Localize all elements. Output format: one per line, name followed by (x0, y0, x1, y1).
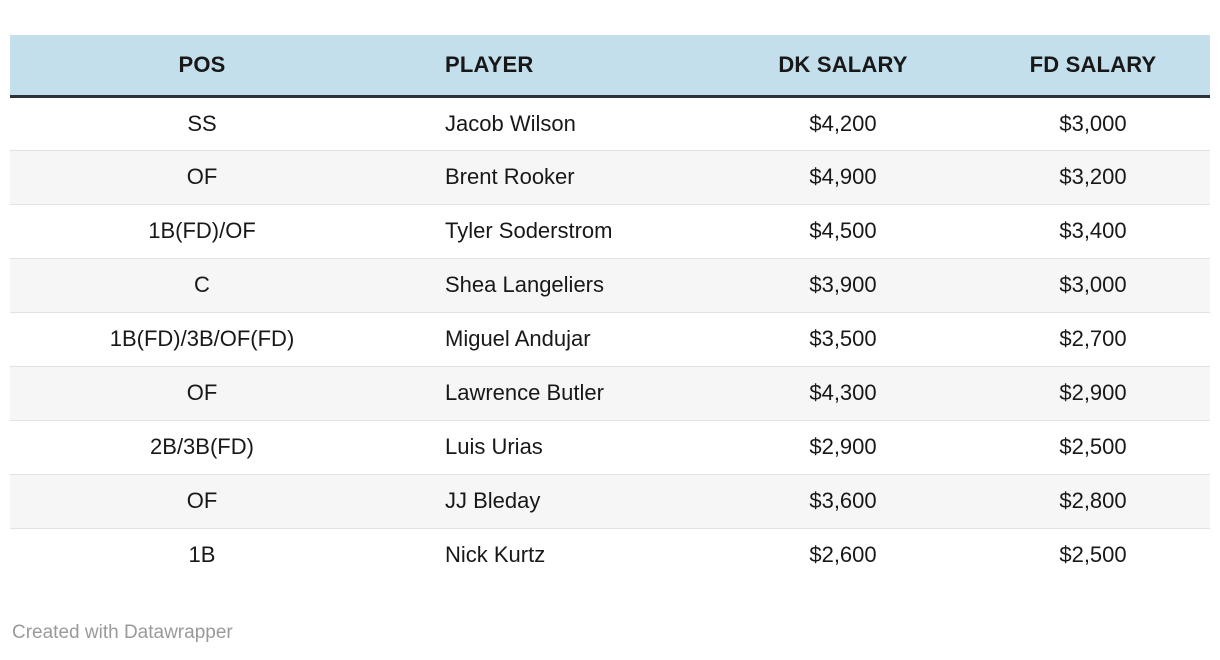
salary-table: POS PLAYER DK SALARY FD SALARY SS Jacob W… (10, 35, 1210, 582)
table-body: SS Jacob Wilson $4,200 $3,000 OF Brent Rooker… (10, 96, 1210, 582)
cell-dk_salary: $4,300 (710, 365, 976, 420)
cell-fd_salary: $2,900 (976, 365, 1210, 420)
cell-pos: 2B/3B(FD) (10, 419, 394, 474)
cell-fd_salary: $3,000 (1059, 110, 1127, 136)
cell-pos: C (10, 257, 394, 312)
cell-fd_salary: $2,500 (976, 419, 1210, 474)
table-row: OF Brent Rooker $4,900 $3,200 (10, 149, 1210, 204)
cell-player: Nick Kurtz (394, 527, 710, 582)
cell-player: Jacob Wilson (445, 110, 576, 136)
column-header-dk-salary: DK SALARY (710, 35, 976, 98)
cell-player: Shea Langeliers (394, 257, 710, 312)
cell-fd_salary: $2,500 (976, 527, 1210, 582)
cell-fd_salary: $3,400 (976, 203, 1210, 258)
cell-pos: 1B(FD)/OF (10, 203, 394, 258)
cell-fd_salary: $3,000 (976, 257, 1210, 312)
cell-dk_salary: $3,500 (710, 311, 976, 366)
column-header-fd-salary: FD SALARY (976, 35, 1210, 98)
cell-dk_salary: $2,900 (710, 419, 976, 474)
cell-pos: 1B (10, 527, 394, 582)
cell-fd_salary: $3,200 (976, 149, 1210, 204)
table-row: OF JJ Bleday $3,600 $2,800 (10, 473, 1210, 528)
table-row: 1B(FD)/OF Tyler Soderstrom $4,500 $3,400 (10, 203, 1210, 258)
table-row: 1B Nick Kurtz $2,600 $2,500 (10, 527, 1210, 582)
table-row: OF Lawrence Butler $4,300 $2,900 (10, 365, 1210, 420)
cell-player: Lawrence Butler (394, 365, 710, 420)
cell-fd_salary: $2,800 (976, 473, 1210, 528)
cell-fd_salary: $2,700 (976, 311, 1210, 366)
cell-pos: 1B(FD)/3B/OF(FD) (10, 311, 394, 366)
table-row: 1B(FD)/3B/OF(FD) Miguel Andujar $3,500 $2,7… (10, 311, 1210, 366)
table-row: SS Jacob Wilson $4,200 $3,000 (10, 96, 1210, 150)
column-header-player: PLAYER (394, 35, 710, 98)
table-row: 2B/3B(FD) Luis Urias $2,900 $2,500 (10, 419, 1210, 474)
cell-player: Luis Urias (394, 419, 710, 474)
cell-player: Tyler Soderstrom (394, 203, 710, 258)
header-row: POS PLAYER DK SALARY FD SALARY (10, 35, 1210, 98)
cell-player: JJ Bleday (394, 473, 710, 528)
datawrapper-attribution-link[interactable]: Created with Datawrapper (12, 622, 233, 643)
cell-pos: SS (187, 110, 217, 136)
column-header-pos: POS (10, 35, 394, 98)
cell-dk_salary: $4,500 (710, 203, 976, 258)
cell-dk_salary: $3,900 (710, 257, 976, 312)
salary-table-container: POS PLAYER DK SALARY FD SALARY SS Jacob W… (10, 35, 1210, 582)
cell-pos: OF (10, 149, 394, 204)
table-header: POS PLAYER DK SALARY FD SALARY (10, 35, 1210, 98)
cell-dk_salary: $3,600 (710, 473, 976, 528)
cell-dk_salary: $4,900 (710, 149, 976, 204)
cell-pos: OF (10, 365, 394, 420)
cell-dk_salary: $2,600 (710, 527, 976, 582)
cell-player: Brent Rooker (394, 149, 710, 204)
cell-pos: OF (10, 473, 394, 528)
cell-dk_salary: $4,200 (809, 110, 877, 136)
cell-player: Miguel Andujar (394, 311, 710, 366)
table-row: C Shea Langeliers $3,900 $3,000 (10, 257, 1210, 312)
